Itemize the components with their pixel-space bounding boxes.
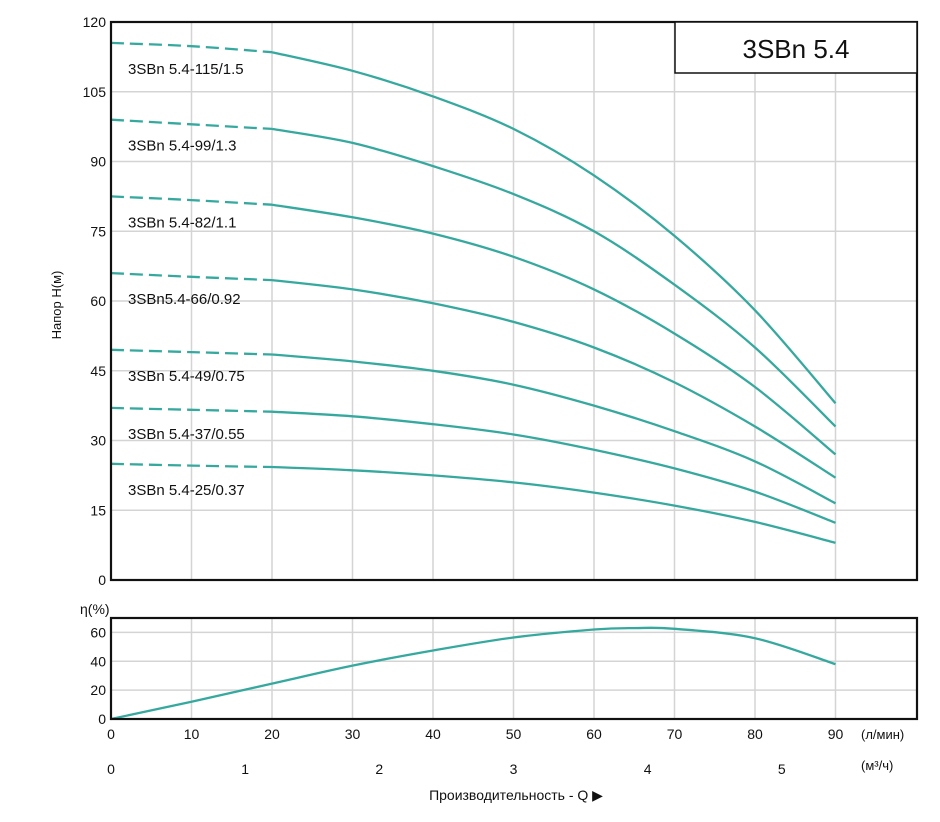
flow-secondary-x-tick: 1 <box>241 761 249 777</box>
head-y-tick: 90 <box>90 154 106 170</box>
head-y-tick: 120 <box>83 14 107 30</box>
head-curve-dashed <box>110 462 273 469</box>
curve-labels: 3SBn 5.4-115/1.5 3SBn 5.4-99/1.3 3SBn 5.4-… <box>128 61 245 499</box>
flow-axis-title: Производительность - Q ▶ <box>429 787 603 803</box>
flow-x-tick: 80 <box>747 726 763 742</box>
flow-x-tick: 50 <box>506 726 522 742</box>
flow-secondary-x-tick-labels: 0 1 2 3 4 5 <box>107 761 786 777</box>
curve-label: 3SBn5.4-66/0.92 <box>128 291 241 308</box>
head-y-tick-labels: 0 15 30 45 60 75 90 105 120 <box>83 14 107 588</box>
flow-x-tick: 40 <box>425 726 441 742</box>
flow-secondary-x-tick: 3 <box>510 761 518 777</box>
curve-label: 3SBn 5.4-82/1.1 <box>128 214 236 231</box>
head-curve <box>271 203 837 456</box>
head-y-tick: 60 <box>90 293 106 309</box>
head-curve <box>271 51 837 405</box>
flow-x-tick: 30 <box>345 726 361 742</box>
curve-label: 3SBn 5.4-99/1.3 <box>128 138 236 155</box>
head-axis-title: Напор H(м) <box>49 271 64 340</box>
efficiency-y-tick-labels: 0 20 40 60 <box>90 624 106 727</box>
head-curve <box>271 353 837 505</box>
head-curve <box>271 127 837 428</box>
model-badge-box <box>674 21 918 74</box>
flow-x-tick: 0 <box>107 726 115 742</box>
efficiency-curves <box>110 626 836 721</box>
curve-label: 3SBn 5.4-25/0.37 <box>128 482 245 499</box>
flow-x-tick: 10 <box>184 726 200 742</box>
head-curve <box>271 410 836 524</box>
head-y-tick: 0 <box>98 572 106 588</box>
head-curve-dashed <box>110 271 273 282</box>
flow-x-tick: 20 <box>264 726 280 742</box>
flow-x-tick: 60 <box>586 726 602 742</box>
head-y-tick: 45 <box>90 363 106 379</box>
efficiency-axis-title: η(%) <box>80 601 110 617</box>
model-badge: 3SBn 5.4 <box>743 34 850 64</box>
head-curve-dashed <box>110 406 273 413</box>
efficiency-grid <box>111 618 917 719</box>
head-curve-dashed <box>110 118 273 131</box>
efficiency-curve <box>110 626 836 721</box>
flow-secondary-x-tick: 0 <box>107 761 115 777</box>
flow-x-tick-labels: 0 10 20 30 40 50 60 70 80 90 <box>107 726 843 742</box>
efficiency-y-tick: 60 <box>90 624 106 640</box>
flow-unit-lmin: (л/мин) <box>861 727 904 742</box>
head-y-tick: 105 <box>83 84 107 100</box>
main-plot-frame <box>109 20 919 582</box>
efficiency-plot-frame <box>109 616 919 721</box>
head-curve-dashed <box>110 348 273 356</box>
efficiency-y-tick: 40 <box>90 653 106 669</box>
head-curve <box>271 465 836 544</box>
head-curve-dashed <box>110 195 273 206</box>
efficiency-y-tick: 20 <box>90 682 106 698</box>
flow-secondary-x-tick: 5 <box>778 761 786 777</box>
curve-label: 3SBn 5.4-37/0.55 <box>128 426 245 443</box>
flow-secondary-x-tick: 2 <box>375 761 383 777</box>
head-curve <box>271 278 837 479</box>
head-y-tick: 75 <box>90 223 106 239</box>
head-curve-dashed <box>110 41 273 54</box>
efficiency-y-tick: 0 <box>98 711 106 727</box>
flow-x-tick: 70 <box>667 726 683 742</box>
flow-unit-m3h: (м³/ч) <box>861 758 893 773</box>
head-curves <box>110 41 837 544</box>
curve-label: 3SBn 5.4-115/1.5 <box>128 61 244 78</box>
head-y-tick: 30 <box>90 433 106 449</box>
main-grid <box>111 22 917 580</box>
flow-secondary-x-tick: 4 <box>644 761 652 777</box>
flow-x-tick: 90 <box>828 726 844 742</box>
curve-label: 3SBn 5.4-49/0.75 <box>128 368 245 385</box>
head-y-tick: 15 <box>90 502 106 518</box>
